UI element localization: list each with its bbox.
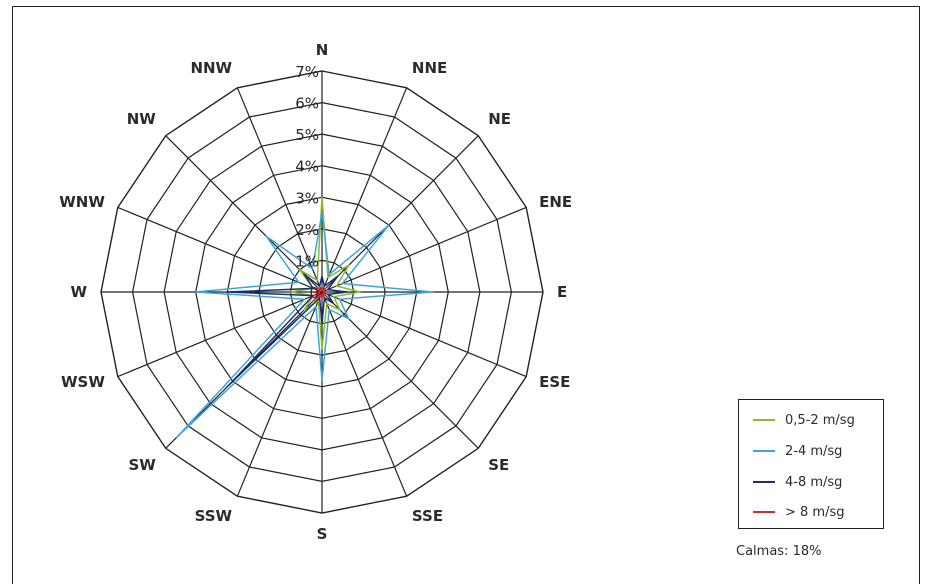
grid-spoke [321, 291, 527, 378]
grid-spoke [321, 291, 408, 497]
calms-note: Calmas: 18% [736, 544, 822, 559]
grid-spoke [117, 206, 323, 293]
series-line [226, 273, 349, 387]
legend: 0,5-2 m/sg 2-4 m/sg 4-8 m/sg > 8 m/sg [738, 399, 884, 529]
direction-labels: N NNE NE ENE E ESE SE SSE S SSW SW WSW W WNW NW NNW [59, 41, 572, 543]
legend-item: 2-4 m/sg [753, 441, 842, 461]
radial-tick-label: 6% [295, 95, 319, 113]
direction-label: NNW [190, 59, 232, 77]
radial-tick-label: 5% [295, 126, 319, 144]
direction-label: ESE [539, 373, 570, 391]
grid-spoke [321, 135, 479, 293]
grid-spoke [321, 291, 479, 449]
radial-tick-label: 4% [295, 158, 319, 176]
grid-spoke [165, 135, 323, 293]
direction-label: NE [488, 110, 511, 128]
legend-item: > 8 m/sg [753, 502, 845, 522]
legend-item: 4-8 m/sg [753, 472, 842, 492]
grid-spoke [236, 87, 323, 293]
legend-item: 0,5-2 m/sg [753, 410, 855, 430]
radial-tick-label: 0 [309, 284, 319, 302]
legend-label: > 8 m/sg [785, 504, 845, 520]
direction-label: NW [127, 110, 157, 128]
legend-swatch [753, 481, 775, 483]
direction-label: W [70, 283, 87, 301]
chart-frame [12, 6, 920, 584]
grid-spoke [236, 291, 323, 497]
radial-tick-label: 1% [295, 252, 319, 270]
legend-label: 0,5-2 m/sg [785, 412, 855, 428]
radial-tick-label: 2% [295, 221, 319, 239]
grid-spoke [117, 291, 323, 378]
direction-label: SSW [195, 507, 233, 525]
direction-label: NNE [412, 59, 447, 77]
direction-label: WSW [61, 373, 105, 391]
grid-spoke [321, 206, 527, 293]
direction-label: WNW [59, 193, 105, 211]
direction-label: SE [488, 456, 509, 474]
legend-swatch [753, 511, 775, 513]
polar-grid [100, 70, 544, 514]
direction-label: SW [128, 456, 156, 474]
direction-label: S [317, 525, 328, 543]
direction-label: SSE [412, 507, 443, 525]
legend-swatch [753, 419, 775, 421]
series-group [176, 196, 434, 438]
direction-label: N [316, 41, 329, 59]
legend-label: 4-8 m/sg [785, 474, 843, 490]
legend-swatch [753, 450, 775, 452]
grid-spoke [321, 87, 408, 293]
radial-tick-label: 3% [295, 189, 319, 207]
legend-label: 2-4 m/sg [785, 443, 843, 459]
direction-label: E [557, 283, 567, 301]
direction-label: ENE [539, 193, 572, 211]
series-line [176, 212, 434, 438]
radial-ticks: 0 1% 2% 3% 4% 5% 6% 7% [295, 63, 319, 302]
radial-tick-label: 7% [295, 63, 319, 81]
series-line [311, 286, 327, 302]
